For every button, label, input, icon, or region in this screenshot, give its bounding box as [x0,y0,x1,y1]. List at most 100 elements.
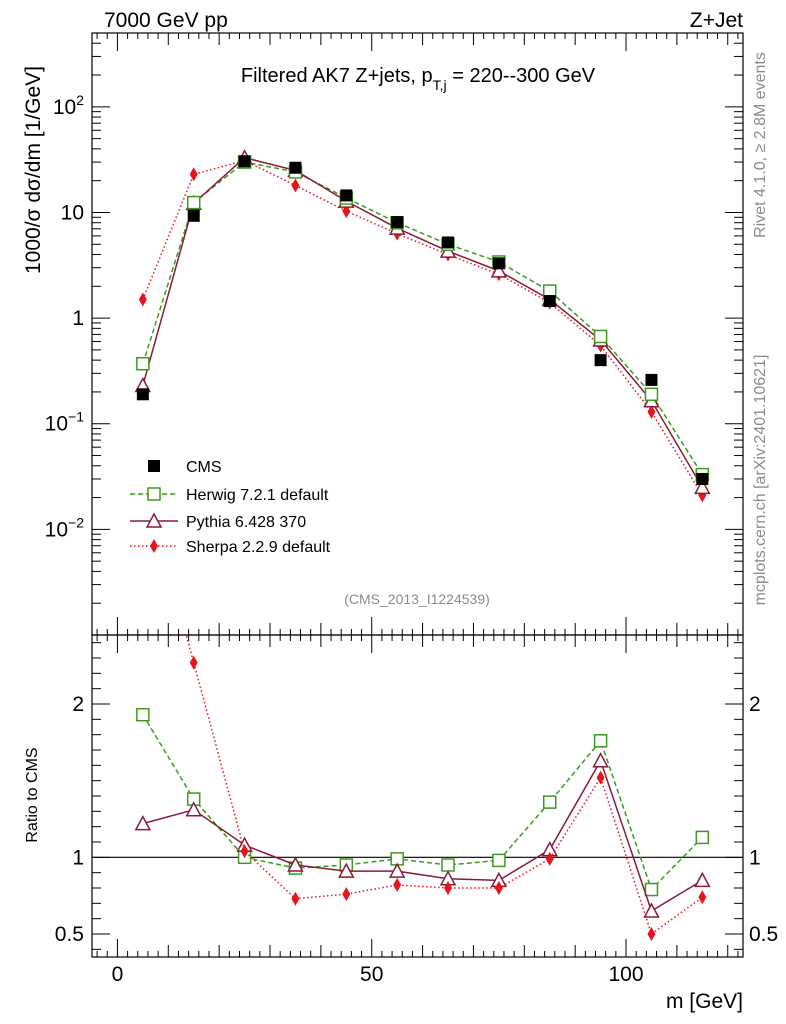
ratio-point-pythia-6-428-370 [643,902,660,918]
ratio-point-herwig-7-2-1-default [593,734,608,748]
ratio-point-sherpa-2-2-9-default [291,891,300,906]
ratio-y-tick-label: 1 [72,846,84,869]
data-point-herwig-7-2-1-default [644,387,659,402]
ratio-data-layer [134,467,711,941]
legend-label-herwig: Herwig 7.2.1 default [186,487,329,504]
series-pythia-6-428-370 [142,156,703,488]
ratio-point-pythia-6-428-370 [388,862,406,878]
data-point-cms [340,189,353,202]
main-y-axis-label: 1000/σ dσ/dm [1/GeV] [22,66,45,274]
data-point-cms [187,209,200,222]
rivet-version-label: Rivet 4.1.0, ≥ 2.8M events [752,52,769,238]
ratio-point-pythia-6-428-370 [338,862,355,878]
data-point-sherpa-2-2-9-default [189,167,198,182]
series-sherpa-2-2-9-default [142,159,703,496]
ratio-y-tick-label-right: 0.5 [749,923,778,946]
ratio-point-sherpa-2-2-9-default [393,877,402,892]
markers-cms [136,155,709,485]
ratio-point-pythia-6-428-370 [185,801,202,817]
data-point-sherpa-2-2-9-default [138,292,147,307]
main-y-ticks [92,32,743,636]
ratio-point-sherpa-2-2-9-default [494,881,503,895]
ratio-line-sherpa-2-2-9-default [185,635,703,936]
legend-label-sherpa: Sherpa 2.2.9 default [186,539,331,556]
ratio-point-sherpa-2-2-9-default [444,881,453,895]
markers-pythia-6-428-370 [134,149,711,495]
legend-entry-herwig: Herwig 7.2.1 default [130,487,329,504]
ratio-point-sherpa-2-2-9-default [342,887,351,902]
ratio-point-herwig-7-2-1-default [136,707,150,722]
main-y-tick-label: 10−1 [45,409,85,436]
x-axis-label: m [GeV] [666,990,743,1013]
x-tick-label: 50 [360,963,383,986]
ratio-y-ticks [92,642,743,950]
ratio-point-herwig-7-2-1-default [492,853,506,868]
ratio-series-sherpa-2-2-9-default [139,467,707,941]
data-point-cms [543,295,556,308]
data-point-herwig-7-2-1-default [186,195,201,210]
ratio-line-pythia-6-428-370 [142,758,703,913]
analysis-watermark: (CMS_2013_I1224539) [344,591,490,607]
series-line-sherpa-2-2-9-default [142,159,703,496]
markers-sherpa-2-2-9-default [138,153,707,503]
data-point-pythia-6-428-370 [694,478,711,495]
ratio-point-herwig-7-2-1-default [695,830,710,845]
ratio-point-sherpa-2-2-9-default [596,770,605,785]
data-point-cms [442,236,455,249]
main-y-tick-label: 102 [53,92,84,119]
ratio-point-sherpa-2-2-9-default [545,851,554,866]
ratio-y-axis-label: Ratio to CMS [24,747,41,842]
data-point-cms [645,373,658,386]
ratio-point-sherpa-2-2-9-default [139,467,147,481]
data-point-herwig-7-2-1-default [136,356,150,371]
legend-marker-cms [148,460,160,472]
main-title: Filtered AK7 Z+jets, pT,j = 220--300 GeV [241,65,596,93]
legend-entry-pythia: Pythia 6.428 370 [130,512,306,531]
ratio-point-pythia-6-428-370 [592,752,609,768]
main-y-tick-label: 10 [61,201,84,224]
legend-entry-cms: CMS [148,459,222,476]
ratio-y-tick-label: 2 [72,693,84,716]
data-point-cms [492,257,505,270]
process-label: Z+Jet [690,9,743,32]
ratio-series-herwig-7-2-1-default [136,707,710,897]
x-ticks [96,33,739,957]
ratio-series-pythia-6-428-370 [134,752,711,918]
mcplots-credit-label: mcplots.cern.ch [arXiv:2401.10621] [752,355,769,606]
legend-label-cms: CMS [186,459,222,476]
data-point-cms [289,161,302,174]
main-data-layer [134,149,711,503]
data-point-cms [594,354,607,367]
main-y-tick-label: 1 [72,307,84,330]
ratio-point-herwig-7-2-1-default [542,795,557,809]
legend: CMS Herwig 7.2.1 default Pythia 6.428 37… [130,459,331,556]
data-point-cms [391,216,404,229]
data-point-sherpa-2-2-9-default [291,178,300,193]
data-point-cms [238,155,251,168]
legend-marker-herwig [147,487,161,501]
ratio-y-tick-label: 0.5 [55,923,84,946]
series-line-herwig-7-2-1-default [142,161,703,475]
series-line-pythia-6-428-370 [142,156,703,488]
data-point-cms [696,472,709,485]
legend-marker-sherpa [150,539,158,553]
data-point-herwig-7-2-1-default [593,329,608,344]
ratio-point-sherpa-2-2-9-default [647,927,656,941]
ratio-point-pythia-6-428-370 [134,815,152,831]
x-tick-label: 100 [609,963,644,986]
ratio-point-herwig-7-2-1-default [441,858,455,872]
data-point-pythia-6-428-370 [490,262,508,278]
ratio-point-pythia-6-428-370 [287,856,304,872]
ratio-point-sherpa-2-2-9-default [698,890,707,905]
series-herwig-7-2-1-default [142,161,703,475]
ratio-y-tick-label-right: 2 [749,693,761,716]
x-tick-label: 0 [112,963,124,986]
legend-label-pythia: Pythia 6.428 370 [186,514,306,531]
ratio-point-pythia-6-428-370 [694,871,711,888]
legend-marker-pythia [145,512,163,528]
ratio-point-sherpa-2-2-9-default [240,844,249,859]
markers-herwig-7-2-1-default [136,155,710,482]
ratio-line-herwig-7-2-1-default [142,714,703,891]
ratio-point-herwig-7-2-1-default [644,882,659,897]
